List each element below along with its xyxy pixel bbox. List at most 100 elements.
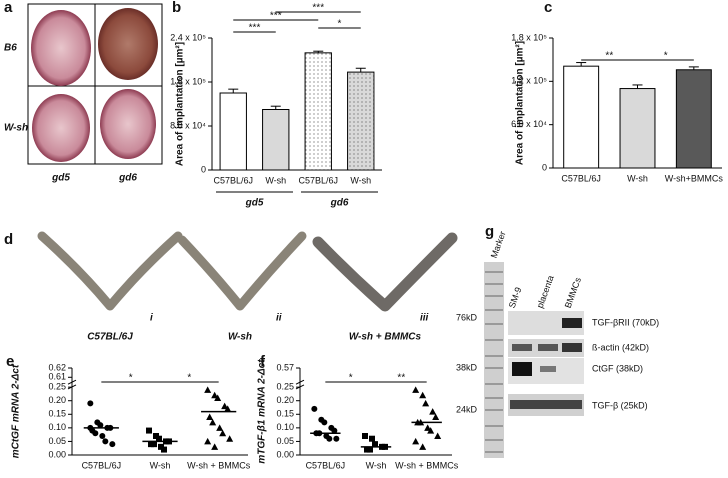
y-tick-label: 0.61	[48, 372, 66, 382]
data-point	[427, 427, 435, 434]
data-point	[214, 394, 222, 401]
data-point	[412, 437, 420, 445]
bar-pattern	[347, 72, 374, 170]
y-tick-label: 2.4 x 10⁵	[170, 32, 206, 42]
y-tick-label: 0	[542, 162, 547, 172]
band-label: TGF-β (25kD)	[592, 400, 648, 410]
data-point	[372, 441, 378, 448]
data-point	[367, 446, 373, 453]
column-label: gd5	[51, 173, 70, 184]
y-tick-label: 0.20	[48, 395, 66, 405]
x-tick-label: C57BL/6J	[306, 460, 346, 470]
data-point	[211, 443, 219, 450]
y-axis-label: mTGF-β1 mRNA 2-Δct	[257, 359, 268, 464]
uterus-images	[37, 231, 458, 312]
x-tick-label: W-sh+BMMCs	[665, 173, 724, 183]
panel-letter: c	[544, 0, 552, 16]
data-point	[102, 438, 109, 445]
data-point	[151, 441, 157, 448]
data-point	[146, 427, 152, 434]
y-tick-label: 0.25	[276, 382, 294, 392]
data-point	[206, 413, 214, 420]
y-tick-label: 0.57	[276, 362, 294, 372]
y-tick-label: 0.05	[48, 436, 66, 446]
uterus-label: W-sh	[228, 332, 252, 343]
lane-label: SM-9	[507, 286, 524, 310]
numeral: ii	[276, 313, 282, 324]
panel-letter: f	[260, 353, 266, 370]
data-point	[226, 435, 234, 442]
x-tick-label: W-sh	[627, 173, 648, 183]
panel-letter: d	[4, 231, 13, 248]
data-point	[204, 437, 212, 445]
y-tick-label: 0.15	[276, 409, 294, 419]
panel-letter: a	[4, 0, 13, 16]
data-point	[209, 418, 217, 426]
size-label: 38kD	[456, 362, 478, 372]
numeral: iii	[420, 313, 429, 324]
lane-label: placenta	[535, 274, 556, 309]
axis-break	[67, 379, 77, 385]
x-tick-label: C57BL/6J	[213, 175, 253, 185]
bar	[262, 109, 290, 171]
data-point	[333, 435, 340, 442]
data-point	[216, 424, 224, 431]
bar	[619, 88, 656, 169]
data-point	[424, 424, 432, 431]
significance-label: *	[187, 373, 191, 384]
x-tick-label: C57BL/6J	[298, 175, 338, 185]
significance-label: *	[349, 373, 353, 384]
panel-letter: e	[6, 353, 14, 370]
numeral: i	[150, 313, 153, 324]
bar	[563, 65, 600, 169]
data-point	[87, 400, 94, 407]
y-tick-label: 1.6 x 10⁵	[170, 76, 206, 86]
y-axis-label: mCtGF mRNA 2-Δct	[11, 364, 22, 458]
bar-pattern	[305, 52, 332, 170]
data-point	[211, 391, 219, 399]
y-tick-label: 0.20	[276, 395, 294, 405]
data-point	[321, 419, 328, 426]
significance-label: *	[664, 51, 668, 62]
data-point	[412, 386, 420, 393]
data-point	[156, 435, 162, 442]
significance-label: **	[605, 51, 613, 62]
group-label: gd6	[330, 198, 349, 209]
row-label: W-sh	[4, 123, 28, 134]
y-tick-label: 0.25	[48, 382, 66, 392]
significance-label: ***	[249, 23, 261, 34]
y-tick-label: 1.2 x 10⁵	[511, 76, 547, 86]
data-point	[221, 402, 229, 410]
y-axis-label: Area of implantation [µm²]	[515, 41, 526, 165]
data-point	[219, 429, 227, 437]
x-tick-label: C57BL/6J	[82, 460, 122, 470]
data-point	[224, 405, 232, 412]
data-point	[97, 422, 104, 429]
significance-label: **	[397, 373, 405, 384]
y-tick-label: 0.15	[48, 409, 66, 419]
histology-grid	[27, 3, 163, 165]
bar	[219, 92, 247, 171]
x-tick-label: W-sh	[350, 175, 371, 185]
data-point	[362, 432, 368, 439]
data-point	[204, 386, 212, 393]
uterus-label: W-sh + BMMCs	[349, 332, 422, 343]
size-label: 76kD	[456, 312, 478, 322]
data-point	[429, 408, 437, 415]
y-tick-label: 0.62	[48, 362, 66, 372]
data-point	[99, 432, 106, 439]
panel-letter: b	[172, 0, 181, 16]
western-blot	[484, 262, 584, 458]
y-tick-label: 8.0 x 10⁴	[170, 120, 206, 130]
size-label: 24kD	[456, 404, 478, 414]
significance-label: ***	[312, 3, 324, 14]
band-label: CtGF (38kD)	[592, 363, 643, 373]
row-label: B6	[4, 43, 17, 54]
y-tick-label: 0.10	[48, 422, 66, 432]
lane-label: BMMCs	[563, 276, 584, 310]
data-point	[161, 446, 167, 453]
x-tick-label: W-sh + BMMCs	[395, 460, 459, 470]
data-point	[92, 430, 99, 437]
